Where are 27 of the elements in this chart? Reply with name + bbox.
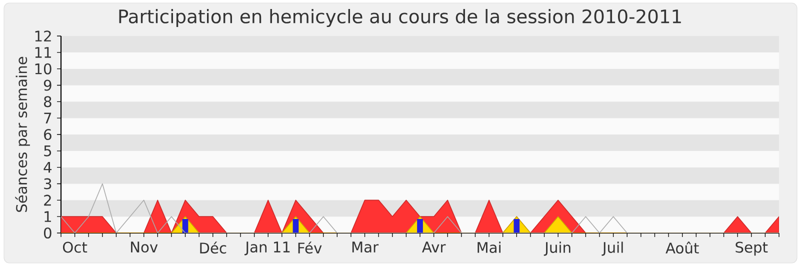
y-tick-label: 10 [35, 63, 52, 74]
y-axis-title: Séances par semaine [15, 56, 30, 212]
y-tick-label: 8 [44, 96, 52, 108]
y-tick-label: 5 [44, 145, 52, 156]
x-tick-label: Juil [602, 242, 623, 256]
x-tick-label: Oct [62, 242, 88, 253]
y-tick-label: 9 [44, 80, 52, 91]
x-tick-label: Août [666, 242, 699, 254]
y-tick-label: 11 [35, 47, 51, 58]
x-tick-label: Avr [422, 242, 446, 252]
y-tick-label: 7 [44, 112, 52, 124]
x-tick-label: Mar [352, 242, 379, 253]
x-tick-label: Mai [478, 242, 500, 253]
x-tick-label: Sept [736, 242, 768, 256]
x-tick-label: Fév [298, 242, 322, 254]
y-tick-label: 12 [35, 30, 51, 42]
y-tick-label: 3 [44, 178, 52, 190]
y-tick-label: 0 [44, 227, 52, 239]
x-tick-label: Nov [131, 242, 158, 253]
y-tick-label: 4 [44, 162, 52, 173]
y-tick-label: 2 [44, 194, 51, 206]
x-tick-label: Juin [544, 242, 570, 256]
x-tick-label: Jan 11 [244, 242, 290, 256]
y-tick-label: 6 [44, 128, 52, 140]
chart-title: Participation en hemicycle au cours de la session 2010-2011 [119, 9, 681, 28]
y-tick-label: 1 [44, 211, 51, 222]
x-tick-label: Déc [200, 242, 226, 254]
